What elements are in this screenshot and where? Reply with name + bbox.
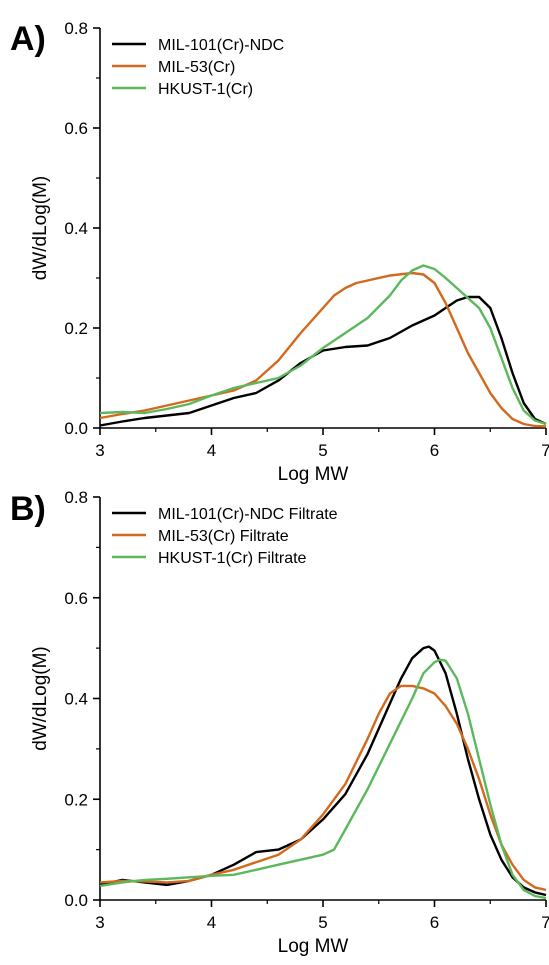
legend-label-0: MIL-101(Cr)-NDC Filtrate <box>158 506 338 523</box>
y-tick-label: 0.6 <box>64 589 88 608</box>
series-line-1 <box>99 684 547 892</box>
panel-label: B) <box>10 490 46 528</box>
x-tick-label: 4 <box>207 441 216 460</box>
legend-label-0: MIL-101(Cr)-NDC <box>158 37 284 54</box>
legend-label-1: MIL-53(Cr) <box>158 59 235 76</box>
x-tick-label: 6 <box>430 441 439 460</box>
y-tick-label: 0.2 <box>64 319 88 338</box>
x-tick-label: 7 <box>541 913 549 932</box>
x-tick-label: 3 <box>95 441 104 460</box>
series-line-0 <box>99 295 547 427</box>
y-tick-label: 0.8 <box>64 19 88 38</box>
y-axis-title: dW/dLog(M) <box>30 176 51 281</box>
legend-label-2: HKUST-1(Cr) <box>158 81 253 98</box>
y-tick-label: 0.4 <box>64 690 88 709</box>
x-tick-label: 6 <box>430 913 439 932</box>
x-axis-title: Log MW <box>278 464 349 485</box>
series-line-2 <box>99 264 547 426</box>
x-tick-label: 5 <box>318 441 327 460</box>
y-tick-label: 0.2 <box>64 790 88 809</box>
legend-label-1: MIL-53(Cr) Filtrate <box>158 528 289 545</box>
x-tick-label: 7 <box>541 441 549 460</box>
y-axis-title: dW/dLog(M) <box>30 646 51 751</box>
y-tick-label: 0.8 <box>64 488 88 507</box>
series-line-0 <box>99 645 547 897</box>
series-line-2 <box>99 658 547 900</box>
legend-label-2: HKUST-1(Cr) Filtrate <box>158 550 307 567</box>
x-tick-label: 3 <box>95 913 104 932</box>
y-tick-label: 0.0 <box>64 419 88 438</box>
y-tick-label: 0.4 <box>64 219 88 238</box>
y-tick-label: 0.0 <box>64 891 88 910</box>
chart-panel-a: 3 4 5 6 7 0.0 0.2 0.4 0.6 0.8 Log MW dW/dLog(M) A) MI… <box>10 19 549 485</box>
x-tick-label: 4 <box>207 913 216 932</box>
x-axis-title: Log MW <box>278 936 349 957</box>
chart-panel-b: 3 4 5 6 7 0.0 0.2 0.4 0.6 0.8 Log MW dW/dLog(M) B) MI… <box>10 488 549 957</box>
panel-label: A) <box>10 20 46 58</box>
x-tick-label: 5 <box>318 913 327 932</box>
y-tick-label: 0.6 <box>64 119 88 138</box>
